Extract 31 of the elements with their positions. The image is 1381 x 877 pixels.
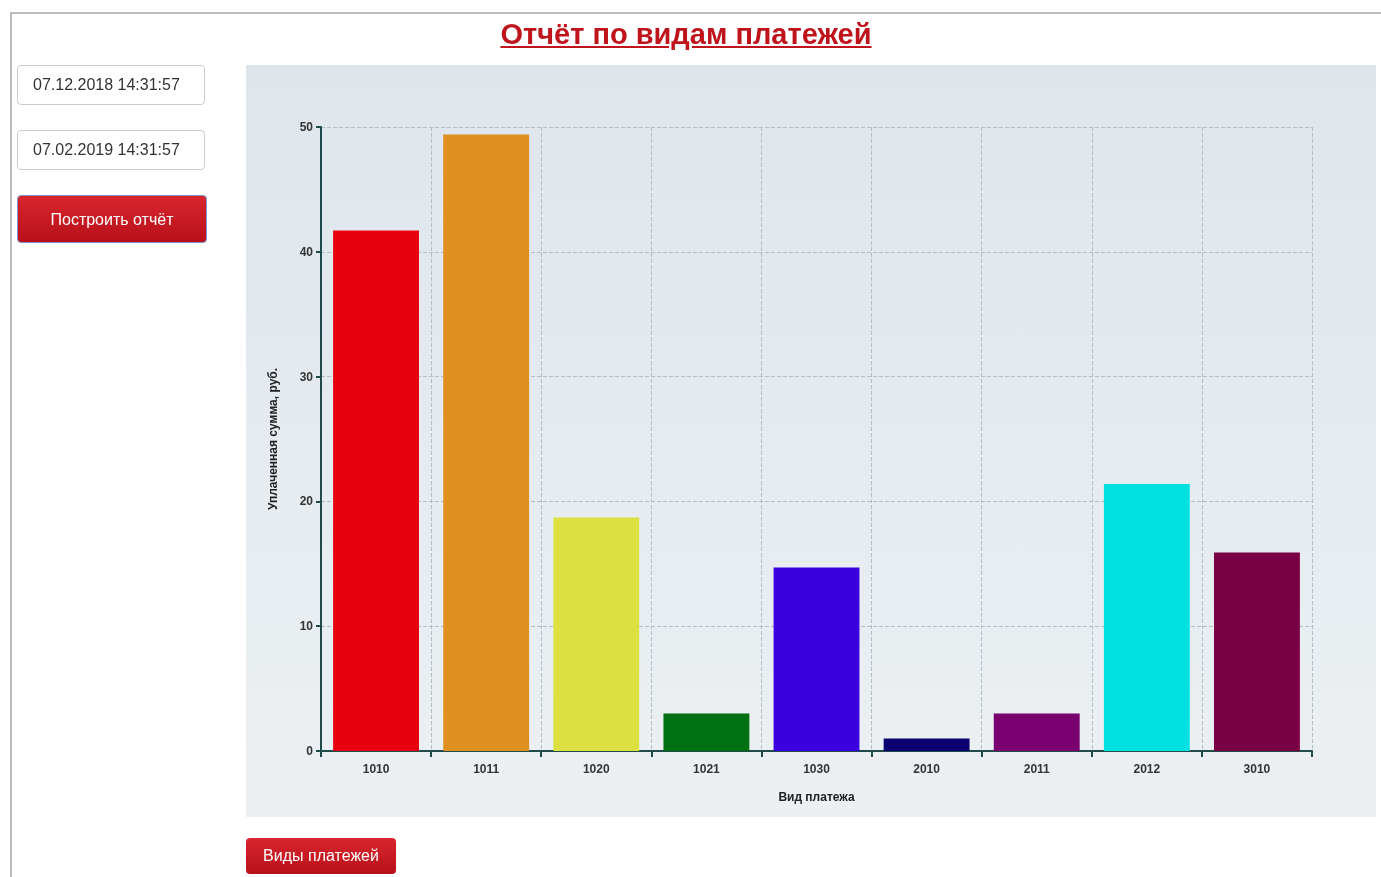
- x-tick-label: 2012: [1133, 762, 1161, 776]
- y-tick-label: 50: [299, 120, 314, 134]
- x-tick-label: 2011: [1023, 762, 1051, 776]
- date-field: 07.12.2018 14:31:57: [17, 65, 205, 105]
- y-tick-label: 0: [306, 744, 314, 758]
- y-tick-label: 40: [299, 244, 314, 259]
- bar: [773, 567, 860, 751]
- button: Виды платежей: [246, 838, 396, 874]
- x-tick-label: 1021: [693, 762, 721, 776]
- bar: [663, 713, 750, 751]
- x-tick-label: 1011: [473, 762, 500, 776]
- y-axis-title: Уплаченная сумма, руб.: [266, 367, 280, 511]
- bar: [993, 713, 1080, 751]
- x-tick-label: 3010: [1243, 762, 1271, 776]
- y-tick-label: 20: [299, 494, 314, 509]
- bar: [333, 230, 419, 751]
- bar: [553, 517, 640, 751]
- y-tick-label: 10: [299, 619, 314, 634]
- x-tick-label: 2010: [913, 762, 941, 776]
- y-tick-label: 30: [299, 369, 314, 384]
- bar: [1103, 483, 1190, 751]
- bar: [883, 738, 970, 751]
- x-tick-label: 1020: [582, 762, 610, 776]
- x-tick-label: 1010: [362, 762, 390, 776]
- x-tick-label: 1030: [803, 762, 831, 776]
- date-field: 07.02.2019 14:31:57: [17, 130, 205, 170]
- bar: [1214, 552, 1300, 751]
- x-axis-title: Вид платежа: [778, 790, 855, 804]
- button: Построить отчёт: [17, 195, 207, 243]
- bar: [443, 134, 530, 751]
- chart-title: Отчёт по видам платежей: [499, 18, 873, 51]
